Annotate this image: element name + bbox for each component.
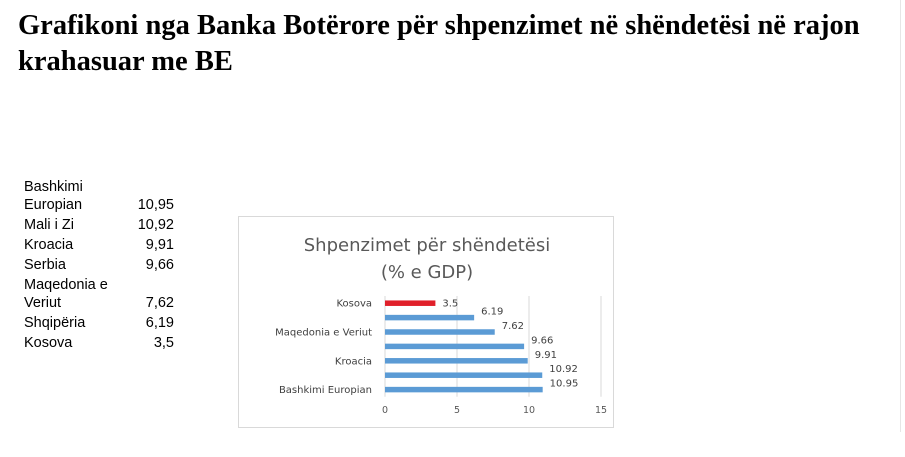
chart-container: Shpenzimet për shëndetësi (% e GDP) Koso… xyxy=(238,216,614,428)
country-value: 9,66 xyxy=(145,257,174,273)
country-value: 9,91 xyxy=(145,237,174,253)
data-label: 3.5 xyxy=(442,299,458,310)
data-label: 9.66 xyxy=(531,335,553,346)
data-label: 9.91 xyxy=(535,350,557,361)
category-label: Maqedonia e Veriut xyxy=(275,328,372,339)
table-row: Bashkimi Europian 10,95 xyxy=(24,178,174,216)
x-tick-label: 10 xyxy=(523,405,535,416)
country-value: 10,92 xyxy=(137,217,174,233)
bar xyxy=(385,300,436,306)
x-tick-label: 5 xyxy=(454,405,460,416)
country-name: Serbia xyxy=(24,257,66,273)
bar xyxy=(385,314,475,321)
table-row: Serbia 9,66 xyxy=(24,256,174,276)
category-label: Kroacia xyxy=(335,356,372,367)
table-row: Kosova 3,5 xyxy=(24,334,174,354)
data-label: 6.19 xyxy=(481,307,503,318)
chart-subtitle: (% e GDP) xyxy=(381,262,473,283)
data-label: 10.92 xyxy=(549,364,578,375)
country-name: Maqedonia e Veriut xyxy=(24,277,108,311)
category-label: Bashkimi Europian xyxy=(279,385,372,396)
data-label: 10.95 xyxy=(550,379,579,390)
page-edge-rule xyxy=(900,0,901,432)
x-tick-label: 0 xyxy=(382,405,388,416)
country-name: Shqipëria xyxy=(24,315,86,331)
page-title: Grafikoni nga Banka Botërore për shpenzi… xyxy=(18,10,860,77)
country-name: Mali i Zi xyxy=(24,217,74,233)
bar xyxy=(385,329,495,335)
bar xyxy=(385,372,543,378)
data-table: Bashkimi Europian 10,95 Mali i Zi 10,92 Kroa… xyxy=(24,178,174,354)
table-row: Mali i Zi 10,92 xyxy=(24,216,174,236)
bar-chart: Shpenzimet për shëndetësi (% e GDP) Koso… xyxy=(275,235,607,416)
data-label: 7.62 xyxy=(502,321,524,332)
country-value: 6,19 xyxy=(145,315,174,331)
table-row: Shqipëria 6,19 xyxy=(24,314,174,334)
bar xyxy=(385,386,543,393)
table-row: Kroacia 9,91 xyxy=(24,236,174,256)
bar xyxy=(385,343,525,350)
country-value: 10,95 xyxy=(137,197,174,213)
category-label: Kosova xyxy=(336,299,372,310)
bar xyxy=(385,358,528,364)
x-tick-label: 15 xyxy=(595,405,607,416)
country-name: Kosova xyxy=(24,335,73,351)
country-value: 3,5 xyxy=(153,335,174,351)
country-name: Bashkimi Europian xyxy=(24,179,83,213)
country-value: 7,62 xyxy=(145,295,174,311)
chart-title: Shpenzimet për shëndetësi xyxy=(304,235,550,256)
table-row: Maqedonia e Veriut 7,62 xyxy=(24,276,174,314)
country-name: Kroacia xyxy=(24,237,74,253)
